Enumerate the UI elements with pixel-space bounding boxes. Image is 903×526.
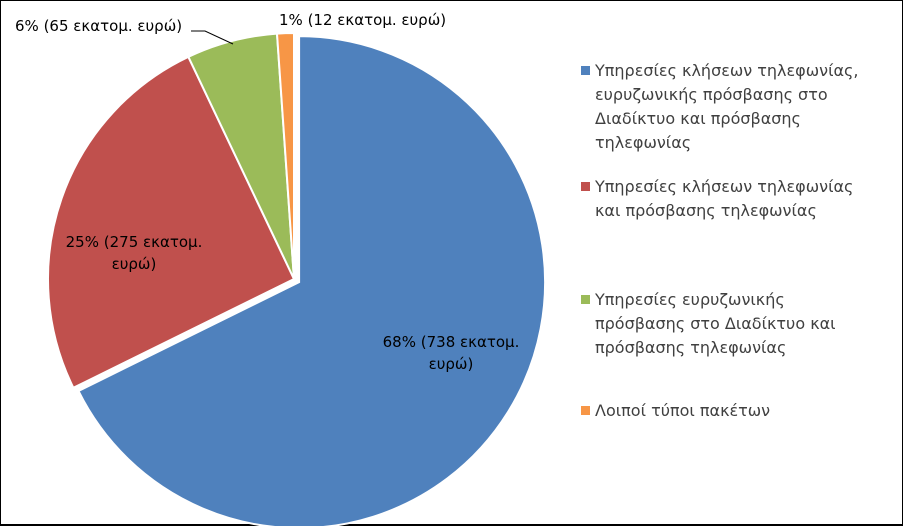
data-label-slice-4: 1% (12 εκατομ. ευρώ) xyxy=(279,11,447,29)
legend-swatch-1 xyxy=(581,66,590,75)
legend-swatch-3 xyxy=(581,295,590,304)
data-label-slice-2: 25% (275 εκατομ. ευρώ) xyxy=(65,233,203,273)
legend-label-2: Υπηρεσίες κλήσεων τηλεφωνίας και πρόσβασ… xyxy=(595,177,854,220)
leader-line-slice-3 xyxy=(191,30,234,45)
legend-label-4: Λοιποί τύποι πακέτων xyxy=(595,401,771,420)
legend-label-1: Υπηρεσίες κλήσεων τηλεφωνίας, ευρυζωνική… xyxy=(595,61,859,152)
legend-label-3: Υπηρεσίες ευρυζωνικής πρόσβασης στο Διαδ… xyxy=(595,290,836,357)
legend-swatch-4 xyxy=(581,406,590,415)
pie-slice-4 xyxy=(275,31,295,280)
legend-swatch-2 xyxy=(581,182,590,191)
data-label-slice-3: 6% (65 εκατομ. ευρώ) xyxy=(15,17,183,35)
pie-slice-1 xyxy=(77,35,547,526)
data-label-slice-1: 68% (738 εκατομ. ευρώ) xyxy=(382,333,520,373)
pie-slice-2 xyxy=(47,55,296,390)
